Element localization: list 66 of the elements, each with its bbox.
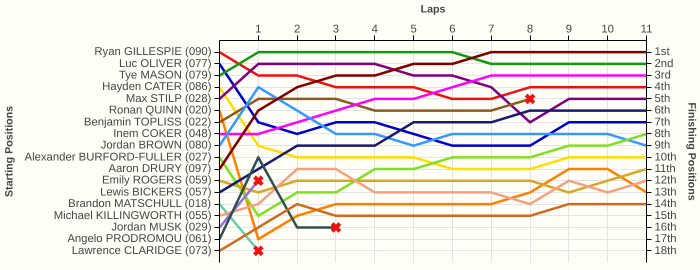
line-series bbox=[220, 50, 646, 100]
series-label: Brandon MATSCHULL (018) bbox=[68, 198, 212, 210]
series-label: Tye MASON (079) bbox=[118, 70, 212, 82]
y-tick-label: 18th bbox=[654, 244, 677, 257]
line-series bbox=[220, 109, 646, 194]
line-series bbox=[220, 132, 646, 218]
y-tick-label: 2nd bbox=[654, 58, 674, 70]
y-axis-title: Finishing Positions bbox=[686, 102, 698, 201]
series-label: Lewis BICKERS (057) bbox=[100, 186, 212, 198]
y-tick-label: 5th bbox=[654, 92, 670, 105]
y-tick-label: 13th bbox=[654, 186, 677, 198]
y-tick-label: 16th bbox=[654, 221, 677, 234]
x-tick-label: 4 bbox=[372, 24, 378, 36]
series-label: Alexander BURFORD-FULLER (027) bbox=[24, 151, 212, 164]
series-label: Benjamin TOPLISS (022) bbox=[84, 116, 212, 128]
line-series bbox=[220, 62, 646, 147]
line-series bbox=[220, 109, 646, 240]
x-tick-label: 2 bbox=[294, 24, 300, 36]
line-series bbox=[220, 202, 646, 252]
x-tick-label: 7 bbox=[488, 24, 494, 36]
y-tick-label: 10th bbox=[654, 151, 677, 164]
y-tick-label: 3rd bbox=[654, 70, 671, 82]
x-tick-label: 10 bbox=[601, 24, 614, 36]
y-tick-label: 1st bbox=[654, 46, 670, 58]
series-label: Emily ROGERS (059) bbox=[102, 174, 212, 187]
series-label: Aaron DRURY (097) bbox=[108, 163, 212, 176]
point bbox=[330, 222, 342, 234]
line-series bbox=[220, 86, 646, 147]
series-label: Inem COKER (048) bbox=[113, 128, 212, 140]
y-tick-label: 9th bbox=[654, 140, 670, 152]
x-tick-label: 8 bbox=[526, 24, 534, 36]
line-series bbox=[220, 86, 646, 170]
series-label: Hayden CATER (086) bbox=[102, 81, 212, 94]
y-tick-label: 12th bbox=[654, 174, 677, 187]
y-tick-label: 17th bbox=[654, 233, 677, 246]
series-label: Ronan QUINN (020) bbox=[108, 104, 212, 117]
y-tick-label: 11th bbox=[654, 163, 676, 176]
line-series bbox=[220, 62, 646, 124]
y-tick-label: 15th bbox=[654, 210, 677, 222]
x-tick-label: 1 bbox=[255, 24, 262, 36]
series-label: Luc OLIVER (077) bbox=[118, 58, 212, 70]
series-label: Max STILP (028) bbox=[126, 92, 212, 105]
point bbox=[252, 244, 264, 257]
series-label: Jordan BROWN (080) bbox=[100, 140, 212, 152]
series-label: Lawrence CLARIDGE (073) bbox=[72, 244, 212, 257]
line-series bbox=[220, 74, 646, 136]
y-tick-label: 4th bbox=[654, 81, 670, 94]
series-label: Angelo PRODROMOU (061) bbox=[67, 233, 212, 246]
x-tick-label: 3 bbox=[332, 24, 340, 36]
line-series bbox=[220, 50, 646, 170]
point bbox=[524, 93, 536, 105]
y-tick-label: 7th bbox=[654, 116, 670, 128]
series-label: Ryan GILLESPIE (090) bbox=[94, 46, 212, 58]
x-axis-title: Laps bbox=[420, 4, 446, 16]
x-tick-label: 11 bbox=[640, 24, 652, 36]
x-tick-label: 5 bbox=[410, 24, 417, 36]
x-tick-label: 9 bbox=[566, 24, 572, 36]
y-tick-label: 14th bbox=[654, 198, 677, 210]
text: Starting Positions bbox=[4, 106, 16, 198]
line-series bbox=[220, 168, 646, 218]
x-tick-label: 6 bbox=[449, 24, 456, 36]
series-label: Michael KILLINGWORTH (055) bbox=[54, 210, 212, 222]
y-tick-label: 8th bbox=[654, 128, 670, 140]
series-label: Jordan MUSK (029) bbox=[111, 221, 212, 234]
y-tick-label: 6th bbox=[654, 104, 670, 117]
point bbox=[252, 174, 264, 187]
